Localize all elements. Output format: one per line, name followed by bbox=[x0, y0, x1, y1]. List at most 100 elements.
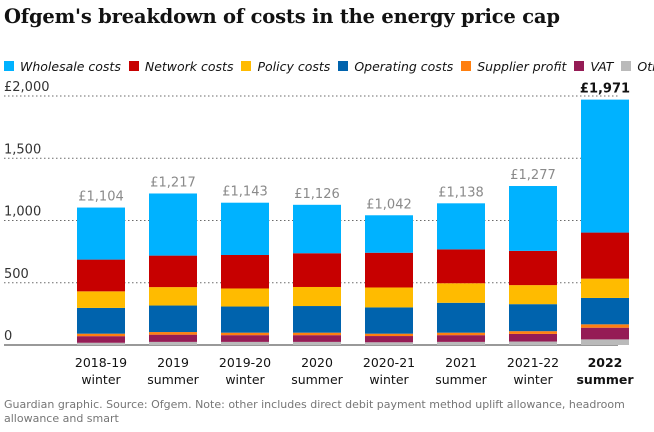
bar-segment bbox=[581, 99, 629, 233]
legend-swatch-policy bbox=[241, 61, 252, 71]
bar-segment bbox=[293, 335, 341, 342]
legend-swatch-wholesale bbox=[4, 61, 14, 71]
bar-segment bbox=[581, 339, 629, 345]
bars bbox=[77, 99, 629, 345]
legend-label-policy: Policy costs bbox=[257, 58, 331, 74]
bar-segment bbox=[293, 253, 341, 287]
bar-segment bbox=[581, 324, 629, 328]
legend-swatch-operating bbox=[338, 61, 349, 71]
legend-item-operating: Operating costs bbox=[338, 59, 453, 74]
bar-segment bbox=[437, 203, 485, 250]
bar-segment bbox=[149, 193, 197, 256]
bar-segment bbox=[509, 331, 557, 334]
bar-segment bbox=[581, 297, 629, 325]
y-tick-label: £2,000 bbox=[4, 80, 50, 95]
y-tick-label: 500 bbox=[4, 267, 29, 282]
bar-segment bbox=[149, 287, 197, 306]
x-tick-label: 2021-22 bbox=[507, 355, 559, 370]
bar-segment bbox=[437, 283, 485, 303]
bar-segment bbox=[293, 204, 341, 254]
legend-label-other: Other bbox=[637, 58, 654, 74]
legend-item-vat: VAT bbox=[574, 59, 613, 74]
bar-segment bbox=[293, 341, 341, 345]
bar-segment bbox=[365, 342, 413, 345]
bar-segment bbox=[149, 334, 197, 342]
bar-segment bbox=[293, 286, 341, 307]
x-tick-label: 2021 bbox=[445, 355, 477, 370]
x-tick-label: 2019 bbox=[157, 355, 189, 370]
bar-segment bbox=[509, 341, 557, 345]
total-label: £1,971 bbox=[580, 82, 630, 97]
legend-label-operating: Operating costs bbox=[354, 58, 454, 74]
bar-segment bbox=[509, 333, 557, 342]
bar-segment bbox=[221, 288, 269, 307]
bar-segment bbox=[221, 332, 269, 336]
legend-label-wholesale: Wholesale costs bbox=[20, 58, 121, 74]
x-tick-label: winter bbox=[513, 372, 553, 387]
x-tick-label: summer bbox=[435, 372, 487, 387]
bar-segment bbox=[581, 232, 629, 279]
legend: Wholesale costs Network costs Policy cos… bbox=[4, 58, 654, 74]
y-tick-label: 1,000 bbox=[4, 205, 41, 220]
bar-segment bbox=[77, 291, 125, 308]
total-label: £1,143 bbox=[222, 185, 268, 200]
bar-segment bbox=[365, 336, 413, 343]
bar-segment bbox=[365, 333, 413, 337]
chart-title: Ofgem's breakdown of costs in the energy… bbox=[4, 5, 560, 28]
bar-segment bbox=[221, 341, 269, 345]
bar-segment bbox=[437, 335, 485, 342]
bar-segment bbox=[581, 278, 629, 298]
total-label: £1,042 bbox=[366, 197, 412, 212]
x-tick-label: 2020 bbox=[301, 355, 333, 370]
bar-segment bbox=[293, 332, 341, 336]
bar-segment bbox=[581, 327, 629, 340]
x-tick-label: 2018-19 bbox=[75, 355, 127, 370]
bar-segment bbox=[365, 252, 413, 288]
bar-segment bbox=[77, 333, 125, 337]
total-label: £1,217 bbox=[150, 175, 196, 190]
bar-segment bbox=[221, 306, 269, 333]
x-tick-label: summer bbox=[291, 372, 343, 387]
x-tick-label: summer bbox=[576, 372, 634, 387]
total-labels: £1,104 £1,217 £1,143 £1,126 £1,042 £1,138 £1,2… bbox=[78, 82, 630, 213]
legend-label-network: Network costs bbox=[144, 58, 234, 74]
source-note: Guardian graphic. Source: Ofgem. Note: o… bbox=[4, 398, 625, 425]
legend-swatch-other bbox=[621, 61, 632, 71]
bar-segment bbox=[293, 306, 341, 333]
bar-segment bbox=[77, 307, 125, 334]
bar-segment bbox=[437, 302, 485, 333]
legend-item-wholesale: Wholesale costs bbox=[4, 59, 121, 74]
bar-segment bbox=[77, 336, 125, 343]
total-label: £1,104 bbox=[78, 190, 124, 205]
legend-swatch-network bbox=[128, 61, 139, 71]
bar-segment bbox=[365, 307, 413, 334]
bar-segment bbox=[221, 254, 269, 289]
total-label: £1,126 bbox=[294, 187, 340, 202]
x-tick-label: 2019-20 bbox=[219, 355, 271, 370]
bar-segment bbox=[509, 304, 557, 332]
y-tick-label: 0 bbox=[4, 329, 12, 344]
bar-segment bbox=[437, 341, 485, 345]
total-label: £1,277 bbox=[510, 168, 556, 183]
x-tick-label: winter bbox=[225, 372, 265, 387]
x-tick-label: winter bbox=[81, 372, 121, 387]
legend-label-supplier-profit: Supplier profit bbox=[477, 58, 567, 74]
legend-item-network: Network costs bbox=[128, 58, 234, 74]
stacked-bar-chart: £1,104 £1,217 £1,143 £1,126 £1,042 £1,138 £1,2… bbox=[4, 80, 634, 387]
legend-label-vat: VAT bbox=[590, 58, 614, 74]
bar-segment bbox=[437, 332, 485, 336]
x-tick-label: summer bbox=[147, 372, 199, 387]
bar-segment bbox=[77, 207, 125, 260]
bar-segment bbox=[365, 287, 413, 308]
legend-item-other: Other bbox=[621, 59, 654, 74]
bar-segment bbox=[365, 215, 413, 253]
x-tick-label: winter bbox=[369, 372, 409, 387]
bar-segment bbox=[77, 259, 125, 292]
bar-segment bbox=[509, 250, 557, 286]
legend-item-policy: Policy costs bbox=[241, 59, 330, 74]
bar-segment bbox=[149, 332, 197, 335]
legend-swatch-supplier-profit bbox=[461, 61, 472, 71]
bar-segment bbox=[149, 305, 197, 333]
axis-labels: £2,000 1,500 1,000 500 0 2018-19 winter 2019 sum… bbox=[4, 80, 634, 387]
bar-segment bbox=[149, 255, 197, 288]
